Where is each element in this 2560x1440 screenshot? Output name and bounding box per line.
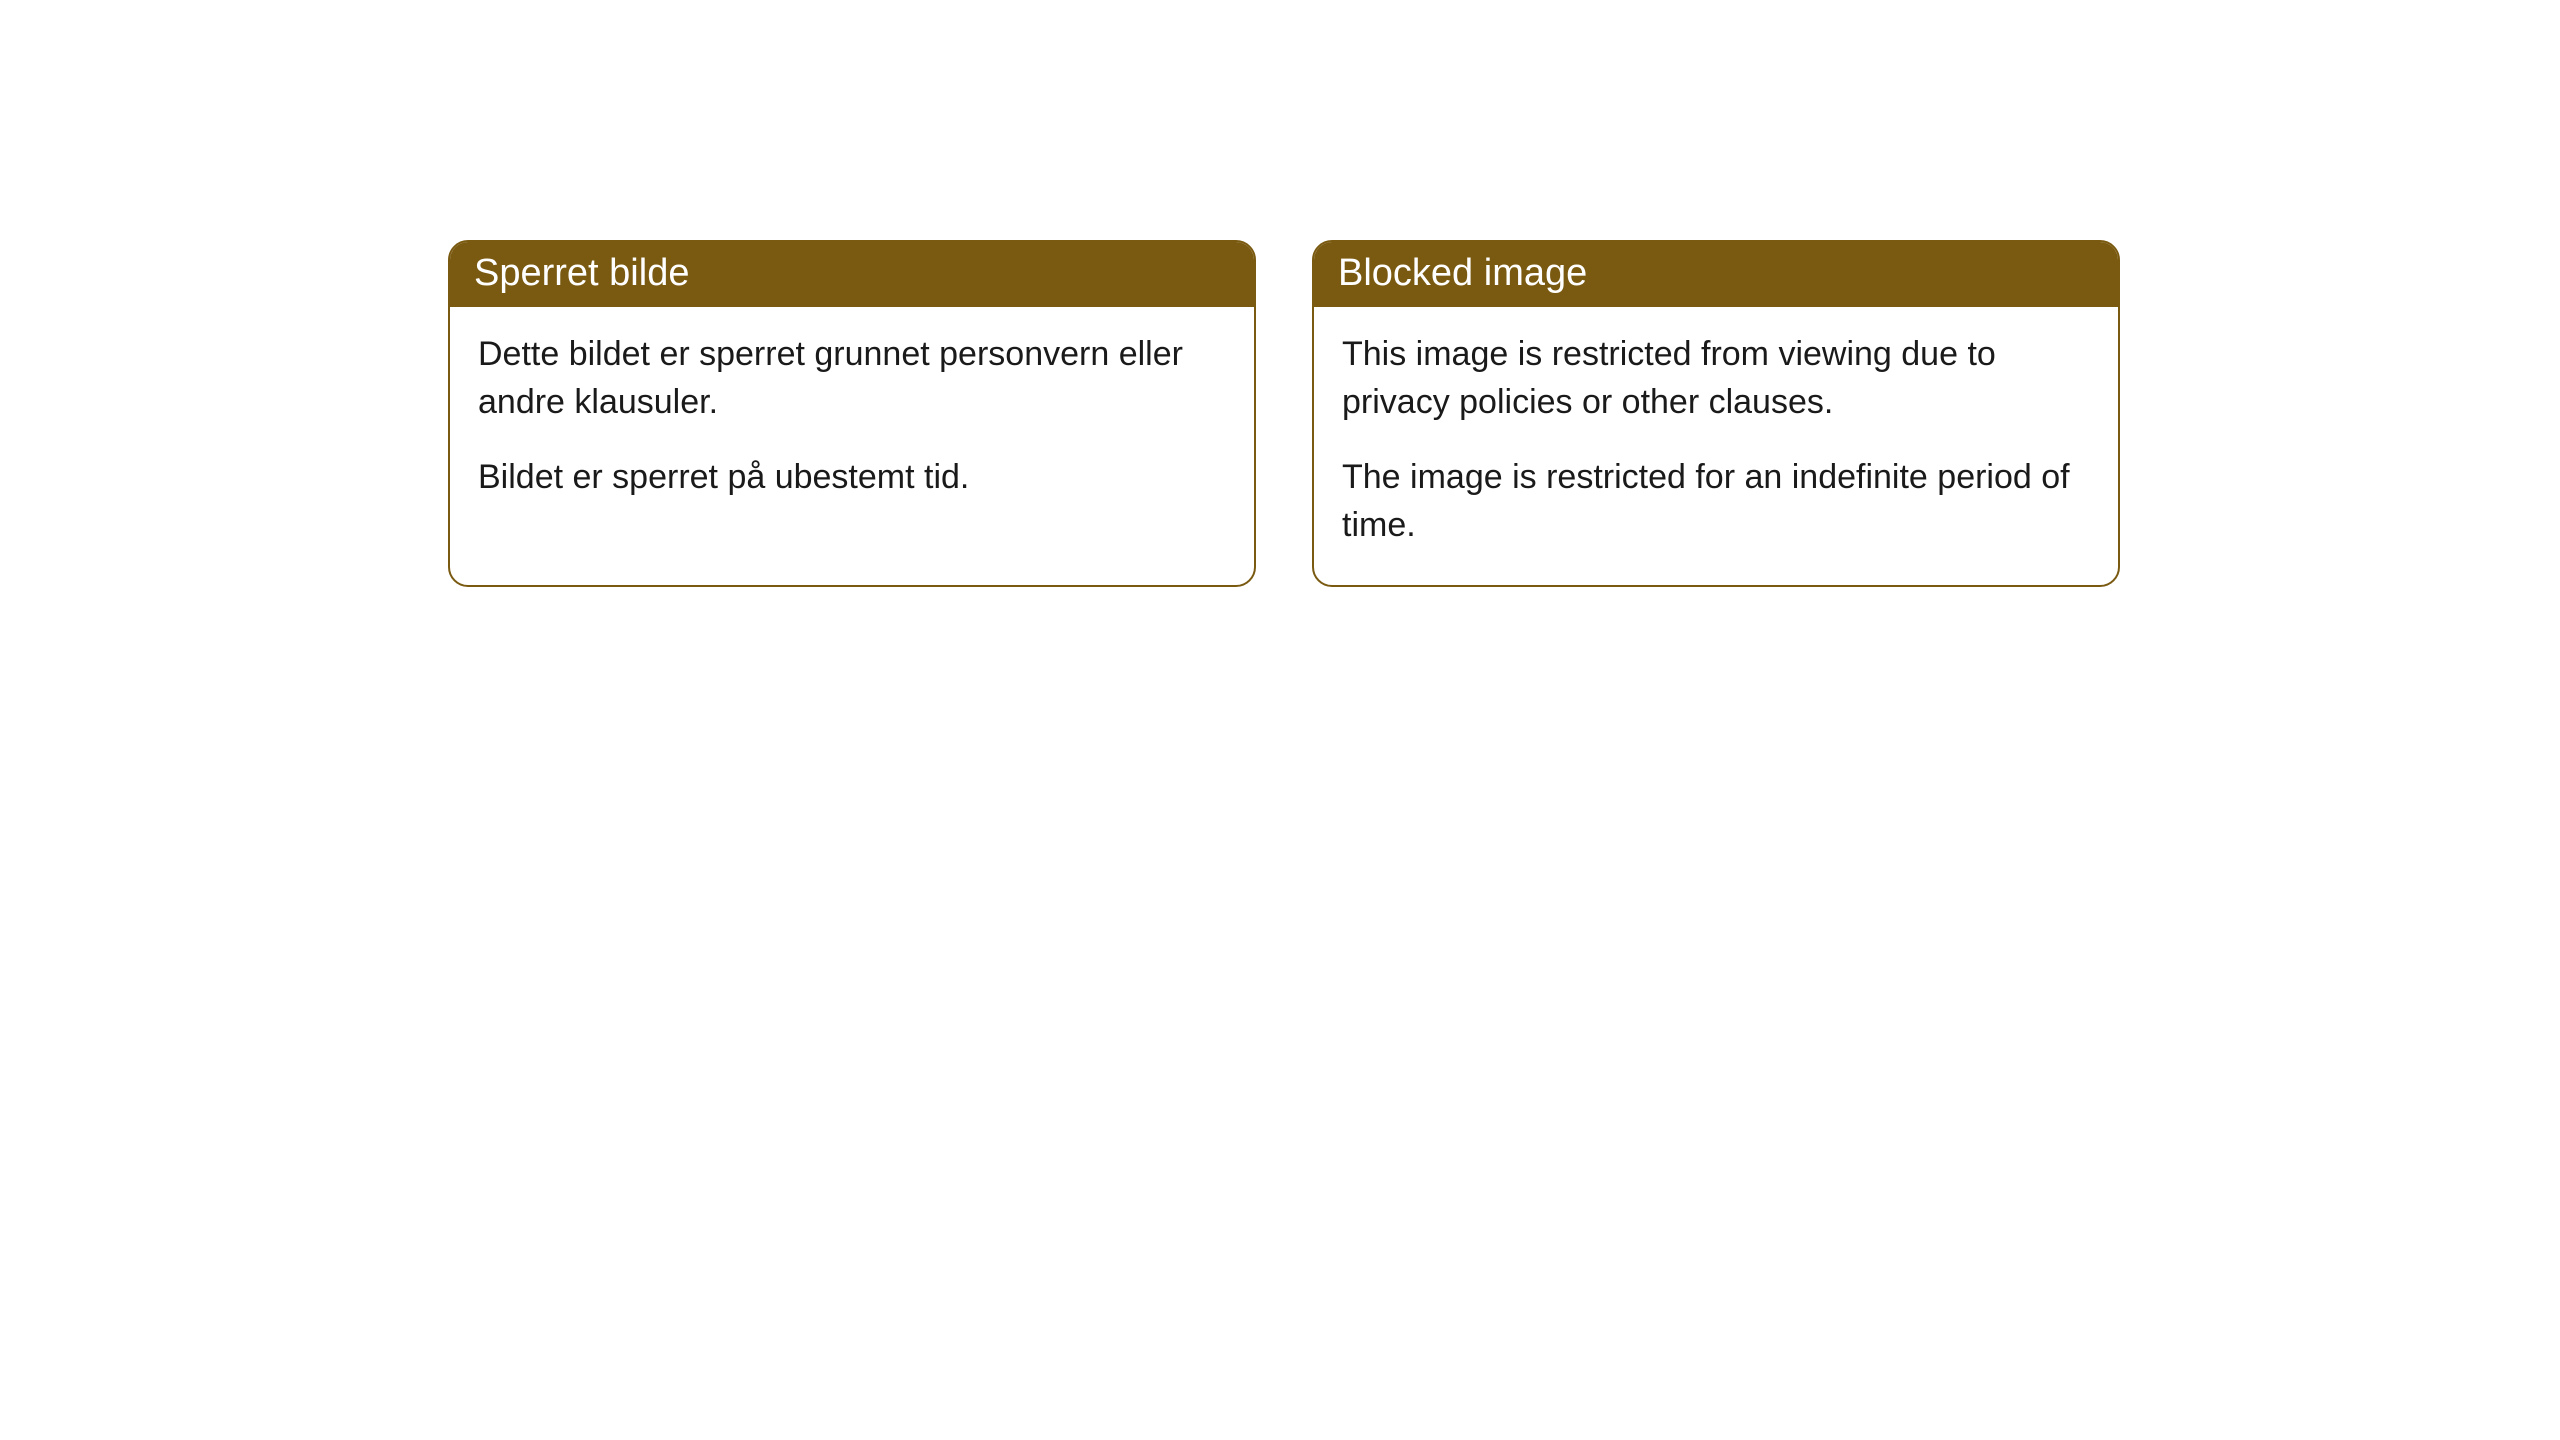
notice-container: Sperret bilde Dette bildet er sperret gr…: [0, 0, 2560, 587]
card-title: Sperret bilde: [474, 252, 689, 294]
card-header: Sperret bilde: [450, 242, 1254, 307]
card-paragraph: This image is restricted from viewing du…: [1342, 331, 2090, 426]
notice-card-norwegian: Sperret bilde Dette bildet er sperret gr…: [448, 240, 1256, 587]
card-body: This image is restricted from viewing du…: [1314, 307, 2118, 585]
notice-card-english: Blocked image This image is restricted f…: [1312, 240, 2120, 587]
card-title: Blocked image: [1338, 252, 1587, 294]
card-paragraph: Dette bildet er sperret grunnet personve…: [478, 331, 1226, 426]
card-header: Blocked image: [1314, 242, 2118, 307]
card-body: Dette bildet er sperret grunnet personve…: [450, 307, 1254, 538]
card-paragraph: The image is restricted for an indefinit…: [1342, 454, 2090, 549]
card-paragraph: Bildet er sperret på ubestemt tid.: [478, 454, 1226, 502]
